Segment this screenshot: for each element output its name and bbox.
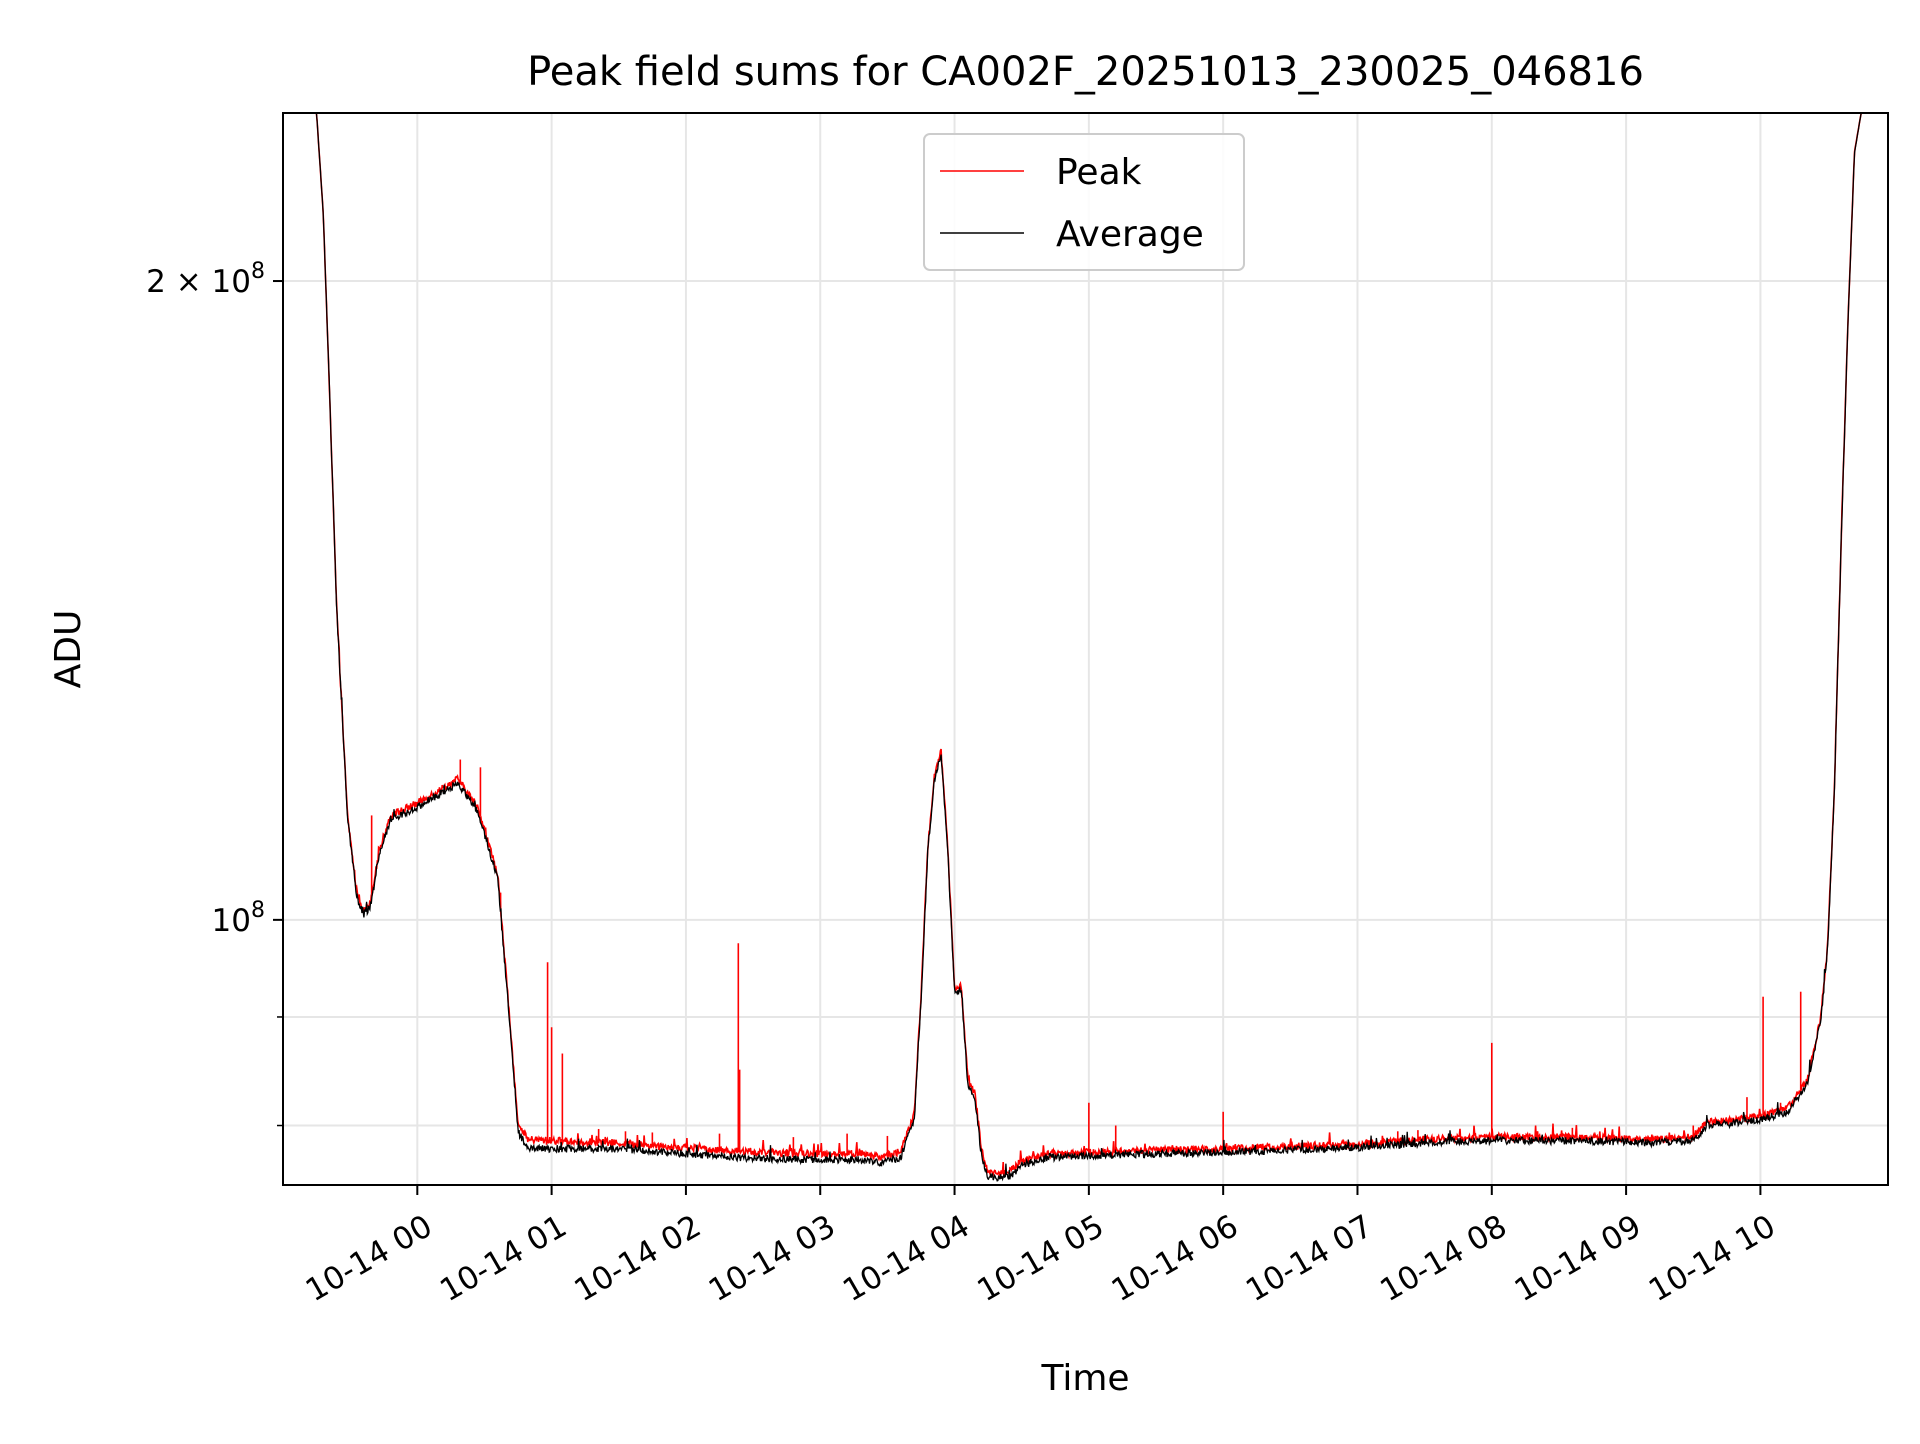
legend: Peak Average	[923, 133, 1245, 271]
series-line-average	[283, 113, 1888, 1182]
y-tick-label: 108	[212, 898, 265, 939]
x-axis-label: Time	[1040, 1358, 1129, 1399]
y-tick-label: 2 × 108	[146, 259, 265, 300]
legend-label-average: Average	[1056, 214, 1204, 255]
legend-box	[923, 133, 1245, 271]
plot-lines	[283, 113, 1888, 1182]
chart-title: Peak field sums for CA002F_20251013_2300…	[527, 49, 1644, 95]
legend-label-peak: Peak	[1056, 152, 1142, 193]
plot-frame	[282, 112, 1889, 1186]
y-axis-label: ADU	[48, 610, 89, 689]
series-line-peak	[283, 113, 1888, 1178]
grid-lines	[283, 113, 1888, 1185]
